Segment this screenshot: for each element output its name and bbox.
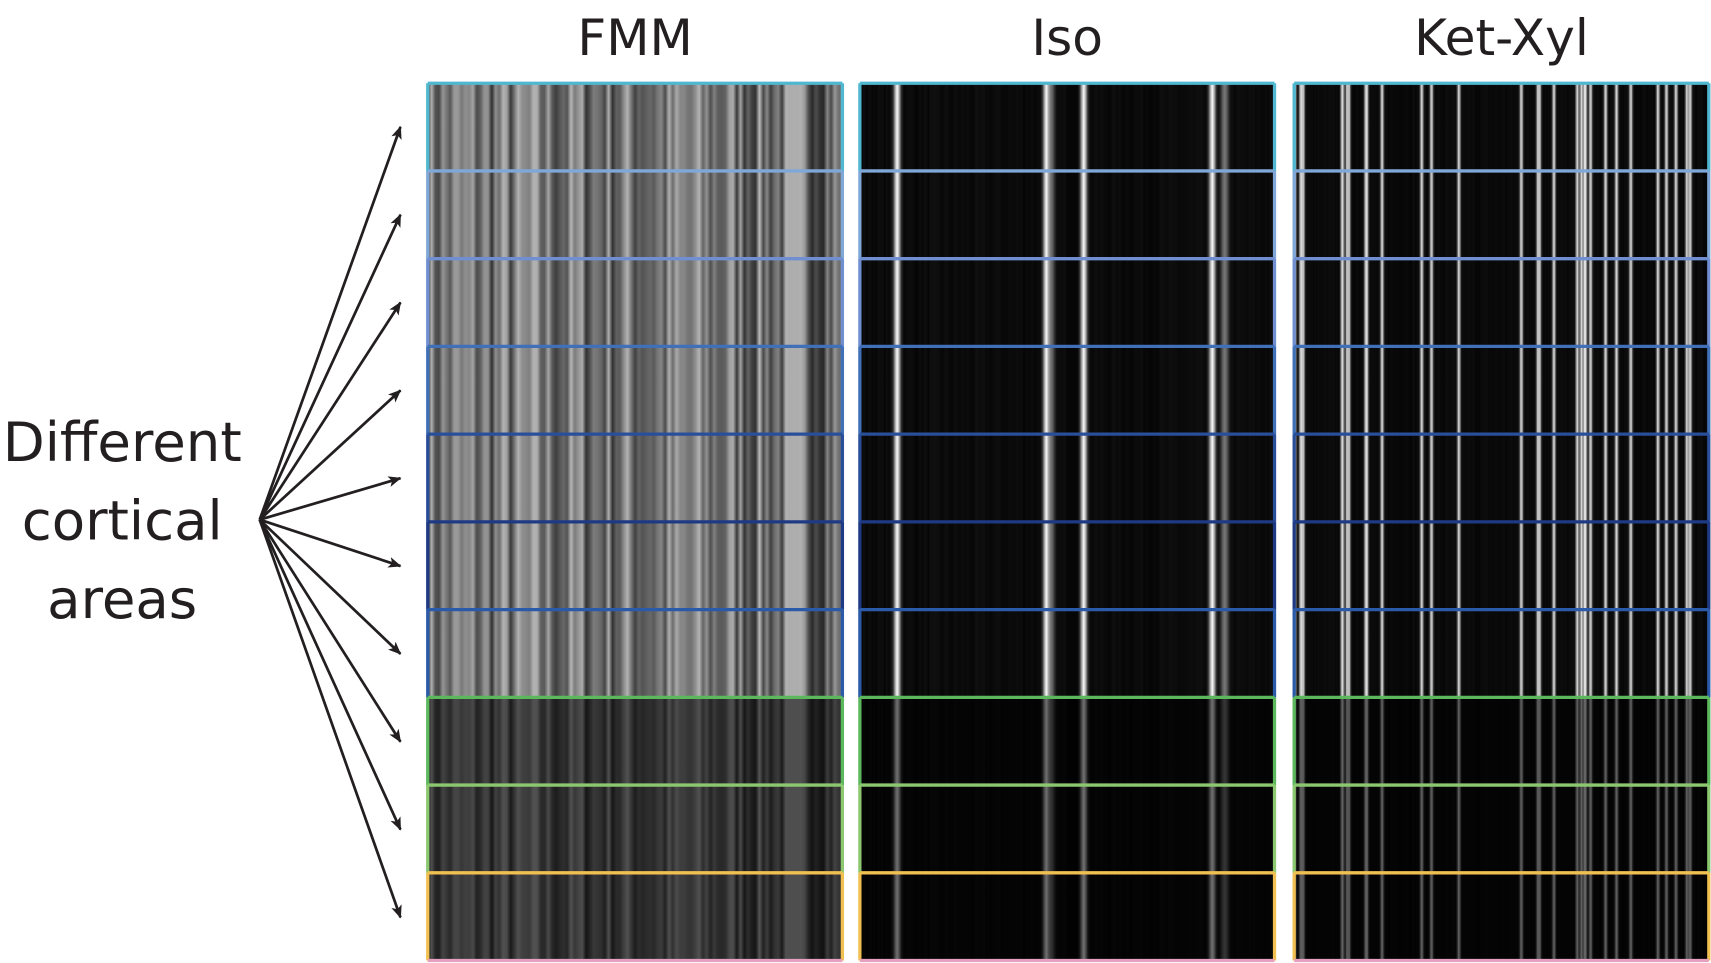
dim-overlay — [859, 697, 1275, 961]
dim-overlay — [427, 697, 843, 961]
arrow — [258, 301, 402, 521]
panel-title: FMM — [577, 8, 692, 67]
panel: FMM — [426, 8, 845, 963]
panel: Iso — [858, 8, 1277, 963]
panel: Ket-Xyl — [1292, 8, 1711, 963]
side-label-line: cortical — [22, 488, 223, 552]
arrows — [258, 125, 402, 919]
arrow — [258, 125, 402, 521]
arrow — [258, 213, 402, 521]
dim-overlay — [1294, 697, 1709, 961]
arrow — [258, 519, 402, 831]
arrow — [259, 476, 402, 522]
panel-title: Iso — [1031, 8, 1103, 67]
arrow — [258, 389, 402, 521]
arrow — [259, 518, 402, 568]
arrow — [258, 518, 402, 743]
side-label-line: Different — [3, 410, 242, 474]
side-label-line: areas — [47, 567, 197, 631]
arrow — [258, 519, 402, 919]
arrow — [258, 518, 402, 655]
panel-title: Ket-Xyl — [1414, 8, 1589, 67]
